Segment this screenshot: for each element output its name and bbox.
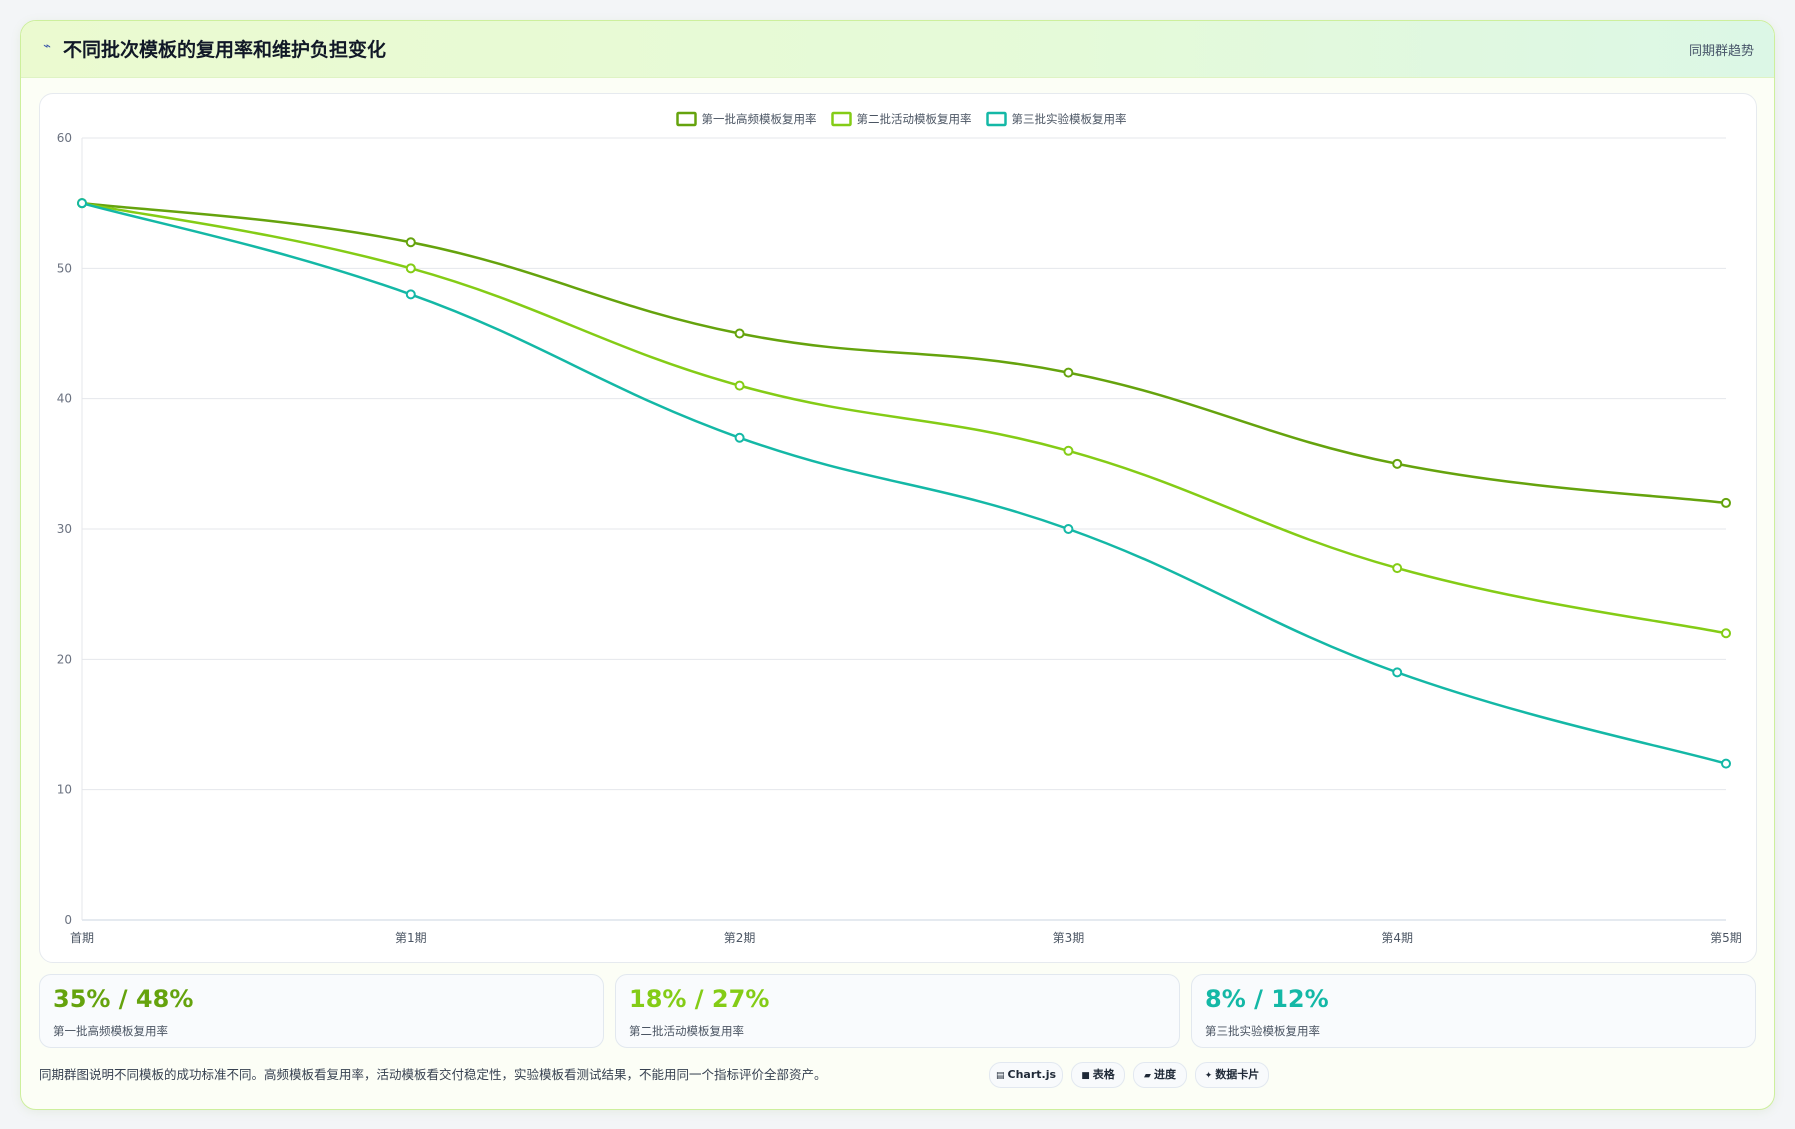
progress-icon: ▰ [1144, 1071, 1151, 1081]
legend-swatch [676, 111, 697, 127]
chart-icon: ▤ [995, 1071, 1005, 1081]
line-chart: 0 10 20 30 40 50 60 首期 第1期 第2期 第3期 第4期 第5期 第一批高频模板复用率… [57, 111, 1742, 945]
chip-progress[interactable]: ▰ 进度 [1133, 1062, 1187, 1088]
data-point [734, 380, 745, 391]
data-point [1721, 628, 1731, 639]
stat-value: 18% / 27% [629, 985, 770, 1013]
stat-label: 第一批高频模板复用率 [53, 1024, 168, 1038]
sparkle-icon: ✦ [1204, 1071, 1213, 1081]
data-point [77, 198, 87, 209]
x-tick-label: 首期 [70, 931, 94, 945]
series-line-3 [81, 201, 1727, 765]
y-tick-label: 50 [57, 261, 72, 275]
stat-label: 第三批实验模板复用率 [1205, 1024, 1320, 1038]
data-point [734, 328, 745, 339]
legend-item-3: 第三批实验模板复用率 [1012, 112, 1127, 126]
stat-value: 8% / 12% [1205, 985, 1329, 1013]
y-tick-label: 10 [57, 783, 72, 797]
y-tick-label: 30 [57, 522, 72, 536]
data-point [1721, 758, 1731, 769]
x-tick-label: 第5期 [1710, 931, 1742, 945]
x-tick-label: 第4期 [1381, 931, 1413, 945]
data-point [1721, 497, 1731, 508]
data-point [1392, 563, 1403, 574]
chip-data-card[interactable]: ✦ 数据卡片 [1195, 1062, 1269, 1088]
data-point [734, 432, 745, 443]
data-point [1063, 524, 1074, 534]
stat-card-batch-2: 18% / 27% 第二批活动模板复用率 [615, 974, 1180, 1048]
stat-card-batch-3: 8% / 12% 第三批实验模板复用率 [1191, 974, 1756, 1048]
chart-panel: 0 10 20 30 40 50 60 首期 第1期 第2期 第3期 第4期 第5期 第一批高频模板复用率… [39, 93, 1757, 963]
data-point [1063, 367, 1074, 378]
data-point [1392, 458, 1403, 469]
data-point [1392, 667, 1403, 678]
data-point [1063, 445, 1074, 456]
chip-chartjs[interactable]: ▤ Chart.js [989, 1062, 1063, 1088]
data-point [405, 237, 416, 248]
legend-item-2: 第二批活动模板复用率 [857, 112, 972, 126]
data-point [405, 263, 416, 274]
y-tick-label: 0 [64, 913, 72, 927]
stat-value: 35% / 48% [53, 985, 194, 1013]
legend-swatch [986, 111, 1007, 127]
series-line-2 [81, 201, 1727, 635]
footnote: 同期群图说明不同模板的成功标准不同。高频模板看复用率，活动模板看交付稳定性，实验… [39, 1067, 827, 1082]
y-tick-label: 40 [57, 392, 72, 406]
chip-table[interactable]: ■ 表格 [1071, 1062, 1125, 1088]
legend-swatch [831, 111, 852, 127]
legend-item-1: 第一批高频模板复用率 [702, 112, 817, 126]
header-tag: 同期群趋势 [1688, 44, 1754, 59]
x-tick-label: 第1期 [395, 931, 427, 945]
chart-title: 不同批次模板的复用率和维护负担变化 [63, 39, 387, 61]
chart-card: ⌁ 不同批次模板的复用率和维护负担变化 同期群趋势 0 10 20 30 40 50 60 首… [20, 20, 1775, 1110]
stat-label: 第二批活动模板复用率 [629, 1024, 744, 1038]
trend-line-icon: ⌁ [43, 39, 51, 54]
series-line-1 [81, 201, 1727, 505]
x-tick-label: 第2期 [724, 931, 756, 945]
chip-label: 数据卡片 [1215, 1068, 1260, 1081]
data-point [405, 289, 416, 300]
y-tick-label: 20 [57, 652, 72, 666]
chip-label: 表格 [1092, 1068, 1115, 1081]
stat-card-batch-1: 35% / 48% 第一批高频模板复用率 [39, 974, 604, 1048]
card-header: ⌁ 不同批次模板的复用率和维护负担变化 同期群趋势 [21, 21, 1774, 78]
chip-label: Chart.js [1007, 1068, 1057, 1081]
y-tick-label: 60 [57, 131, 72, 145]
table-icon: ■ [1081, 1071, 1090, 1081]
x-tick-label: 第3期 [1053, 931, 1085, 945]
chip-label: 进度 [1153, 1068, 1176, 1081]
